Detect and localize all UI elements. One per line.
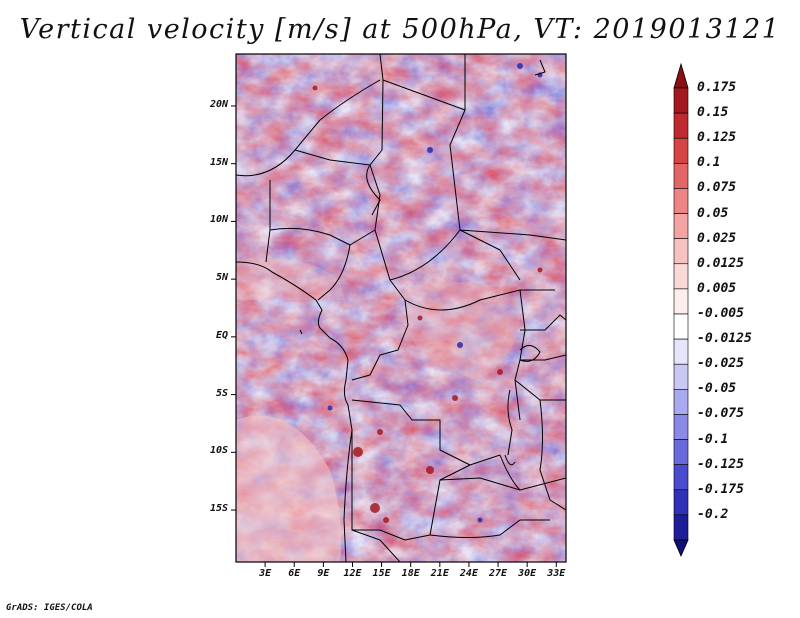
lon-tick-label: 15E xyxy=(372,568,391,579)
lon-tick-label: 12E xyxy=(343,568,362,579)
colorbar-segment xyxy=(673,137,689,164)
lon-tick-label: 18E xyxy=(401,568,420,579)
colorbar-label: -0.005 xyxy=(697,306,744,321)
colorbar-label: -0.075 xyxy=(697,406,744,422)
colorbar-segment xyxy=(673,263,689,290)
colorbar-label: 0.0125 xyxy=(697,255,744,271)
colorbar-segment xyxy=(673,213,689,239)
lon-tick-label: 6E xyxy=(288,568,301,579)
map-title: Vertical velocity [m/s] at 500hPa, VT: 2… xyxy=(19,14,781,45)
lon-tick-label: 33E xyxy=(547,568,566,579)
colorbar-label: 0.025 xyxy=(697,230,737,246)
colorbar-segment xyxy=(673,389,689,415)
lat-tick-label: 5N xyxy=(215,272,228,284)
colorbar-label: -0.0125 xyxy=(697,331,752,347)
colorbar-segment xyxy=(673,464,689,491)
colorbar-segment xyxy=(673,439,689,465)
lon-tick-label: 3E xyxy=(259,568,272,579)
colorbar-top-arrow xyxy=(673,62,689,89)
colorbar-segment xyxy=(673,338,689,365)
credit-text: GrADS: IGES/COLA xyxy=(6,603,93,613)
colorbar-label: 0.1 xyxy=(697,155,721,171)
colorbar-label: 0.05 xyxy=(697,205,729,221)
colorbar-segment xyxy=(673,188,689,214)
lat-tick-label: 10S xyxy=(209,445,228,457)
colorbar xyxy=(673,62,689,557)
country-boundaries xyxy=(236,54,566,562)
colorbar-label: 0.075 xyxy=(697,180,737,196)
map-frame xyxy=(235,53,567,563)
colorbar-label: 0.125 xyxy=(697,130,737,146)
lat-tick-label: 20N xyxy=(209,98,228,110)
lon-tick-label: 24E xyxy=(459,568,478,579)
lat-tick-label: 5S xyxy=(215,387,228,399)
colorbar-label: -0.125 xyxy=(697,456,744,472)
lon-tick-label: 27E xyxy=(489,568,508,579)
lat-tick-label: EQ xyxy=(215,329,228,341)
colorbar-segment xyxy=(673,363,689,390)
lat-tick-label: 15N xyxy=(209,156,228,168)
colorbar-segment xyxy=(673,163,689,189)
colorbar-label: -0.05 xyxy=(697,381,737,397)
lat-tick-label: 15S xyxy=(209,503,228,515)
colorbar-segment xyxy=(673,238,689,265)
colorbar-segment xyxy=(673,489,689,516)
lon-tick-label: 30E xyxy=(518,568,537,579)
colorbar-segment xyxy=(673,514,689,541)
colorbar-segment xyxy=(673,87,689,114)
colorbar-label: -0.025 xyxy=(697,356,744,372)
colorbar-segment xyxy=(673,313,689,340)
colorbar-label: 0.005 xyxy=(697,280,737,296)
colorbar-label: 0.15 xyxy=(697,105,729,121)
lon-tick-label: 21E xyxy=(430,568,449,579)
lon-tick-label: 9E xyxy=(317,568,330,579)
colorbar-segment xyxy=(673,112,689,139)
colorbar-label: -0.2 xyxy=(697,506,729,522)
colorbar-bottom-arrow xyxy=(673,539,689,557)
lat-tick-label: 10N xyxy=(209,214,228,226)
colorbar-segment xyxy=(673,288,689,315)
colorbar-label: -0.175 xyxy=(697,481,744,497)
axis-ticks xyxy=(231,105,557,567)
colorbar-label: 0.175 xyxy=(697,80,737,95)
colorbar-label: -0.1 xyxy=(697,431,729,447)
colorbar-segment xyxy=(673,414,689,440)
